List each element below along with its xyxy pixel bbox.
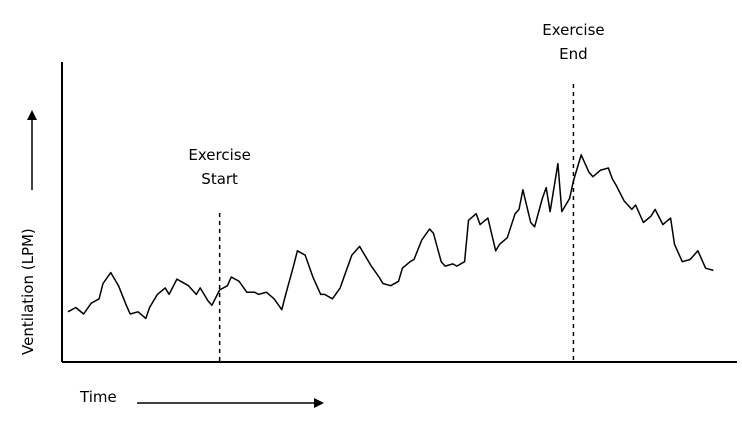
y-axis-label: Ventilation (LPM) xyxy=(19,228,37,355)
annotation-label-1-line-2: Start xyxy=(201,170,238,188)
annotation-label-2-line-2: End xyxy=(559,45,588,63)
annotation-label-1-line-1: Exercise xyxy=(188,146,250,164)
annotation-label-2-line-1: Exercise xyxy=(542,21,604,39)
x-axis-label: Time xyxy=(79,388,117,406)
ventilation-series-line xyxy=(67,154,714,320)
